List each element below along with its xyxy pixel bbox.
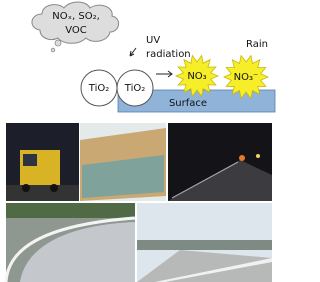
- product-label: NO₃: [187, 71, 206, 82]
- photo-pavement: [6, 203, 135, 282]
- uv-arrow: [130, 48, 136, 56]
- photo-tunnel: [168, 123, 272, 201]
- product-label: NO₃⁻: [234, 72, 259, 83]
- cloud-text: VOC: [65, 25, 87, 36]
- particle-label: TiO₂: [124, 83, 145, 94]
- figure: NOₓ, SO₂, VOC UV radiation Rain Surface …: [0, 0, 278, 282]
- cloud-text: NOₓ, SO₂,: [52, 11, 100, 22]
- surface-label: Surface: [169, 98, 207, 109]
- uv-label: radiation: [146, 49, 191, 60]
- uv-label: UV: [146, 35, 160, 46]
- page: {"diagram": { "cloud": {"lines": ["NOₓ, …: [0, 0, 320, 282]
- photo-guardrail: [137, 203, 272, 282]
- photo-barrier: [80, 123, 166, 201]
- particle-label: TiO₂: [88, 83, 109, 94]
- rain-label: Rain: [246, 39, 268, 50]
- arrow: [156, 71, 172, 77]
- photo-truck: [6, 123, 79, 201]
